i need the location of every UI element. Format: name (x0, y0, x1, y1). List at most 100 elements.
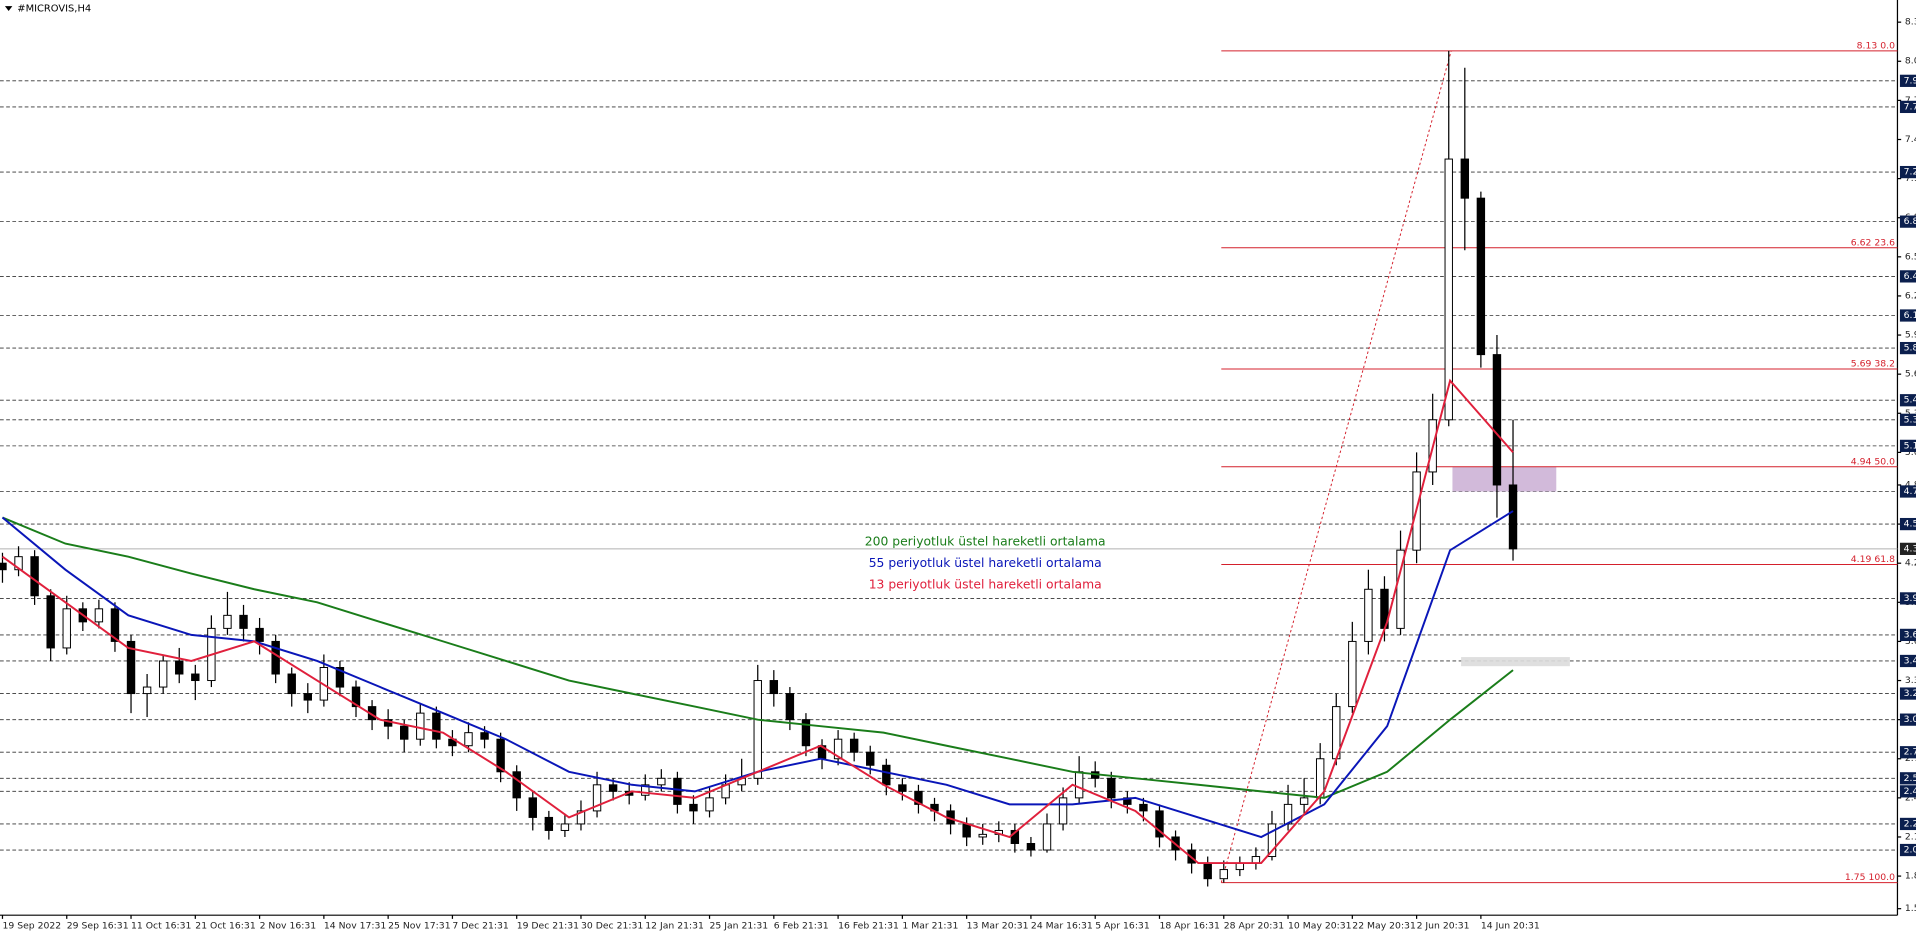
y-tick-label: 6.55 (1905, 251, 1916, 262)
candle-body (1026, 843, 1036, 851)
level-box (1899, 817, 1916, 831)
candle-body (1074, 771, 1084, 799)
x-tick-label: 28 Apr 20:31 (1224, 921, 1285, 932)
candle-body (1251, 856, 1261, 864)
current-price-box (1899, 542, 1916, 555)
candle-body (1139, 803, 1148, 812)
level-label: 5.45 (1904, 395, 1916, 406)
level-box (1899, 628, 1916, 642)
current-price-label: 4.31 (1904, 543, 1916, 554)
candle-body (1508, 484, 1518, 550)
candle-body (30, 556, 39, 597)
candle-body (1299, 797, 1309, 805)
x-tick-label: 25 Jan 21:31 (710, 921, 769, 932)
candle-body (110, 608, 120, 642)
x-tick-label: 16 Feb 21:31 (838, 921, 899, 932)
candle-body (239, 614, 248, 629)
candle-body (705, 797, 714, 812)
candle-body (1364, 588, 1373, 642)
candle-body (142, 686, 152, 695)
x-tick-label: 30 Dec 21:31 (581, 921, 643, 932)
level-box (1899, 341, 1916, 355)
level-label: 3.65 (1904, 629, 1916, 640)
candle-body (335, 667, 345, 688)
candle-body (978, 833, 987, 838)
candle-body (753, 680, 762, 779)
level-label: 2.55 (1904, 773, 1916, 784)
level-box (1899, 687, 1916, 700)
candle-body (1155, 810, 1164, 838)
level-box (1899, 309, 1916, 322)
y-tick-label: 4.20 (1905, 558, 1916, 569)
candle-body (432, 712, 441, 740)
candle-body (255, 627, 264, 642)
x-tick-label: 19 Dec 21:31 (517, 921, 579, 932)
level-label: 2.45 (1904, 786, 1916, 797)
x-tick-label: 2 Jun 20:31 (1417, 921, 1470, 932)
candle-body (673, 777, 682, 805)
x-tick-label: 2 Nov 16:31 (260, 921, 317, 932)
level-box (1899, 413, 1916, 426)
menu-arrow[interactable] (4, 6, 13, 12)
level-label: 6.82 (1904, 216, 1916, 227)
x-tick-label: 6 Feb 21:31 (774, 921, 829, 932)
level-label: 3.00 (1904, 714, 1916, 725)
candle-body (512, 771, 521, 799)
level-label: 5.85 (1904, 343, 1916, 354)
candle-body (528, 797, 537, 818)
candle-body (400, 725, 409, 740)
candle-body (1460, 158, 1470, 199)
candle-body (898, 784, 907, 792)
candle-body (1476, 197, 1486, 356)
candle-body (1444, 158, 1453, 421)
level-box (1899, 592, 1916, 605)
level-label: 3.20 (1904, 688, 1916, 699)
x-tick-label: 18 Apr 16:31 (1159, 921, 1220, 932)
level-label: 7.20 (1904, 167, 1916, 178)
level-box (1899, 439, 1916, 452)
candle-body (914, 790, 923, 805)
legend-entry: 55 periyotluk üstel hareketli ortalama (869, 556, 1102, 570)
candle-body (1267, 823, 1277, 858)
level-label: 4.50 (1904, 519, 1916, 530)
level-box (1899, 485, 1916, 498)
y-tick-label: 8.35 (1905, 17, 1916, 28)
candle-body (496, 738, 505, 773)
level-box (1899, 785, 1916, 798)
candle-body (126, 640, 136, 695)
chart-title: #MICROVIS,H4 (17, 4, 91, 15)
x-tick-label: 5 Apr 16:31 (1095, 921, 1150, 932)
candle-body (962, 823, 971, 838)
candle-body (560, 823, 570, 831)
x-tick-label: 24 Mar 16:31 (1031, 921, 1093, 932)
y-tick-label: 7.45 (1905, 134, 1916, 145)
candle-body (1348, 640, 1357, 708)
x-tick-label: 11 Oct 16:31 (131, 921, 192, 932)
level-label: 5.30 (1904, 414, 1916, 425)
candle-body (175, 660, 184, 675)
level-box (1899, 772, 1916, 785)
level-label: 7.90 (1904, 75, 1916, 86)
fib-label: 8.13 0.0 (1857, 40, 1895, 51)
x-tick-label: 25 Nov 17:31 (388, 921, 451, 932)
candle-body (1396, 549, 1405, 629)
candle-body (641, 784, 650, 796)
y-tick-label: 7.75 (1905, 95, 1916, 106)
level-label: 2.75 (1904, 747, 1916, 758)
level-box (1899, 517, 1916, 531)
x-tick-label: 14 Nov 17:31 (324, 921, 387, 932)
y-tick-label: 8.05 (1905, 56, 1916, 67)
level-label: 2.20 (1904, 818, 1916, 829)
candle-body (0, 562, 7, 571)
zone (1461, 657, 1570, 667)
y-tick-label: 5.95 (1905, 330, 1916, 341)
candle-body (592, 784, 602, 812)
y-tick-label: 6.25 (1905, 290, 1916, 301)
y-tick-label: 4.80 (1905, 480, 1916, 491)
y-tick-label: 2.10 (1905, 832, 1916, 843)
ema-line (1, 378, 1514, 865)
y-tick-label: 5.65 (1905, 369, 1916, 380)
level-box (1899, 270, 1916, 283)
level-box (1899, 74, 1916, 87)
